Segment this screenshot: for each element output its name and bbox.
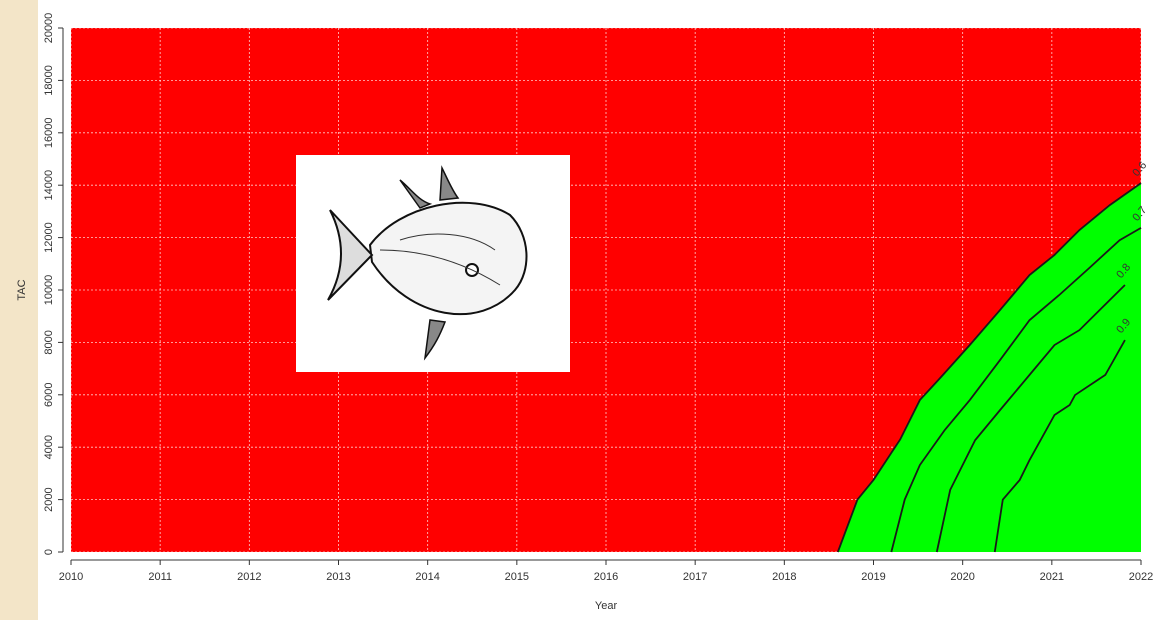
y-tick-label: 4000 <box>43 435 55 459</box>
x-tick-label: 2013 <box>326 571 350 583</box>
fish-fin <box>399 165 460 361</box>
x-tick-label: 2011 <box>148 571 172 583</box>
x-axis-label: Year <box>595 600 618 612</box>
y-tick-label: 10000 <box>43 275 55 306</box>
fish-picture <box>296 155 570 372</box>
x-tick-label: 2018 <box>772 571 796 583</box>
probability-region <box>837 183 1141 552</box>
x-tick-label: 2012 <box>237 571 261 583</box>
x-tick-label: 2019 <box>861 571 885 583</box>
fish-body <box>368 201 528 316</box>
y-tick-label: 20000 <box>43 13 55 44</box>
y-tick-label: 12000 <box>43 222 55 253</box>
y-axis-label: TAC <box>16 279 28 300</box>
x-tick-label: 2016 <box>594 571 618 583</box>
y-tick-label: 2000 <box>43 487 55 511</box>
y-tick-label: 18000 <box>43 65 55 96</box>
contour-line <box>993 339 1126 553</box>
y-tick-label: 8000 <box>43 330 55 354</box>
contour-line <box>836 182 1142 553</box>
x-tick-label: 2010 <box>59 571 83 583</box>
y-tick-label: 16000 <box>43 118 55 149</box>
x-tick-label: 2020 <box>950 571 974 583</box>
x-tick-label: 2015 <box>505 571 529 583</box>
x-tick-label: 2021 <box>1040 571 1064 583</box>
contour-line <box>935 284 1126 553</box>
fish-tail <box>327 209 374 301</box>
y-tick-label: 6000 <box>43 383 55 407</box>
y-tick-label: 14000 <box>43 170 55 201</box>
contour-line <box>890 227 1142 553</box>
fish-mark <box>379 233 501 286</box>
y-tick-label: 0 <box>43 549 55 555</box>
x-tick-label: 2022 <box>1129 571 1153 583</box>
x-tick-label: 2017 <box>683 571 707 583</box>
x-tick-label: 2014 <box>415 571 439 583</box>
